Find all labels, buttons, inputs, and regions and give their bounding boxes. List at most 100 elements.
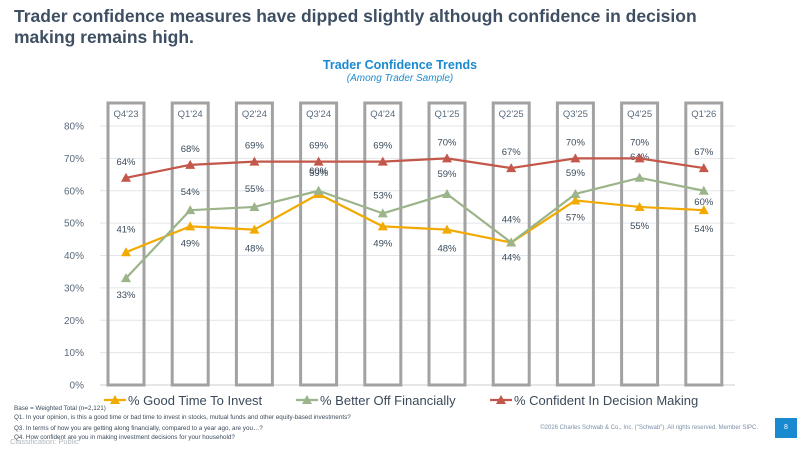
data-label: 41% xyxy=(116,224,136,235)
x-tick-label: Q2'25 xyxy=(499,109,524,120)
legend-marker xyxy=(302,395,312,404)
data-point-marker xyxy=(185,205,196,215)
data-label: 67% xyxy=(694,147,714,158)
footnote-q3: Q3. In terms of how you are getting alon… xyxy=(14,425,263,432)
data-point-marker xyxy=(249,156,260,166)
footnote-q4: Q4. How confident are you in making inve… xyxy=(14,434,235,441)
y-tick-label: 0% xyxy=(70,381,85,392)
series-line xyxy=(125,192,704,254)
data-point-marker xyxy=(442,153,452,163)
data-point-marker xyxy=(506,237,517,247)
data-label: 55% xyxy=(630,221,650,232)
data-label: 49% xyxy=(373,238,393,249)
x-tick-label: Q1'25 xyxy=(434,109,459,120)
data-point-marker xyxy=(313,185,324,195)
data-point-marker xyxy=(634,201,645,211)
data-point-marker xyxy=(249,201,260,211)
series-line xyxy=(125,157,704,179)
data-label: 70% xyxy=(630,137,650,148)
data-point-marker xyxy=(570,195,581,205)
quarter-column-box xyxy=(170,101,210,387)
quarter-column-box xyxy=(106,101,146,387)
data-point-marker xyxy=(313,156,324,166)
data-point-marker xyxy=(634,153,645,163)
quarter-column-box xyxy=(363,101,403,387)
data-label: 44% xyxy=(502,253,522,264)
data-point-marker xyxy=(185,221,196,231)
x-tick-label: Q4'24 xyxy=(370,109,395,120)
copyright-text: ©2026 Charles Schwab & Co., Inc. ("Schwa… xyxy=(540,425,758,431)
quarter-column-box xyxy=(491,101,531,387)
data-label: 44% xyxy=(502,215,522,226)
trader-confidence-chart: 0% 10% 20% 30% 40% 50% 60% 70% 80% Q4'23 Q1'24 Q2'2… xyxy=(64,101,735,408)
footnote-base: Base = Weighted Total (n=2,121) xyxy=(14,405,106,412)
x-tick-label: Q3'24 xyxy=(306,109,331,120)
data-label: 67% xyxy=(502,147,522,158)
data-point-marker xyxy=(121,172,131,182)
data-label: 69% xyxy=(373,141,393,152)
data-label: 69% xyxy=(309,141,329,152)
data-label: 68% xyxy=(181,144,201,155)
data-label: 69% xyxy=(245,141,265,152)
data-point-marker xyxy=(377,156,388,166)
data-point-marker xyxy=(121,273,131,283)
y-tick-label: 20% xyxy=(64,316,84,327)
data-label: 54% xyxy=(181,187,201,198)
x-tick-label: Q4'25 xyxy=(627,109,652,120)
series-line xyxy=(125,176,705,279)
data-point-marker xyxy=(570,153,581,163)
page-number-badge: 8 xyxy=(775,418,797,438)
data-label: 59% xyxy=(437,169,457,180)
x-tick-label: Q1'26 xyxy=(691,109,716,120)
data-label: 60% xyxy=(694,197,714,208)
y-tick-label: 30% xyxy=(64,283,84,294)
quarter-column-box xyxy=(555,101,595,387)
data-point-marker xyxy=(185,159,196,169)
headline: Trader confidence measures have dipped s… xyxy=(14,6,697,47)
x-tick-label: Q4'23 xyxy=(113,109,138,120)
data-label: 70% xyxy=(566,137,586,148)
y-tick-label: 10% xyxy=(64,348,84,359)
data-point-marker xyxy=(121,247,131,257)
quarter-column-box xyxy=(427,101,467,387)
y-tick-label: 50% xyxy=(64,219,84,230)
x-tick-label: Q3'25 xyxy=(563,109,588,120)
data-point-marker xyxy=(506,163,517,173)
y-tick-label: 60% xyxy=(64,186,84,197)
data-label: 48% xyxy=(245,244,265,255)
x-tick-label: Q2'24 xyxy=(242,109,267,120)
data-point-marker xyxy=(634,172,645,182)
data-point-marker xyxy=(698,185,709,195)
data-label: 48% xyxy=(437,244,457,255)
chart-subtitle: (Among Trader Sample) xyxy=(346,73,454,84)
y-tick-label: 40% xyxy=(64,251,84,262)
data-label: 53% xyxy=(373,190,393,201)
data-point-marker xyxy=(377,208,388,218)
data-label: 60% xyxy=(309,166,329,177)
data-point-marker xyxy=(377,221,388,231)
data-label: 64% xyxy=(116,157,136,168)
data-point-marker xyxy=(442,224,452,234)
data-point-marker xyxy=(249,224,260,234)
data-label: 70% xyxy=(437,137,457,148)
legend-label: % Confident In Decision Making xyxy=(514,393,698,408)
quarter-column-box xyxy=(299,101,339,387)
data-label: 59% xyxy=(566,168,586,179)
data-label: 33% xyxy=(116,290,136,301)
data-point-marker xyxy=(570,188,581,198)
data-point-marker xyxy=(698,163,709,173)
quarter-column-box xyxy=(234,101,274,387)
x-tick-label: Q1'24 xyxy=(178,109,203,120)
data-point-marker xyxy=(442,188,452,198)
data-label: 57% xyxy=(566,212,586,223)
legend-marker xyxy=(496,395,506,404)
data-point-marker xyxy=(698,205,709,215)
legend-marker xyxy=(110,395,120,404)
y-tick-label: 80% xyxy=(64,122,84,133)
data-label: 55% xyxy=(245,184,265,195)
data-label: 59% xyxy=(309,168,329,179)
data-label: 54% xyxy=(694,224,714,235)
quarter-column-box xyxy=(684,101,724,387)
classification-label: Classification: Public xyxy=(10,437,79,446)
footnote-q1: Q1. In your opinion, is this a good time… xyxy=(14,414,351,421)
